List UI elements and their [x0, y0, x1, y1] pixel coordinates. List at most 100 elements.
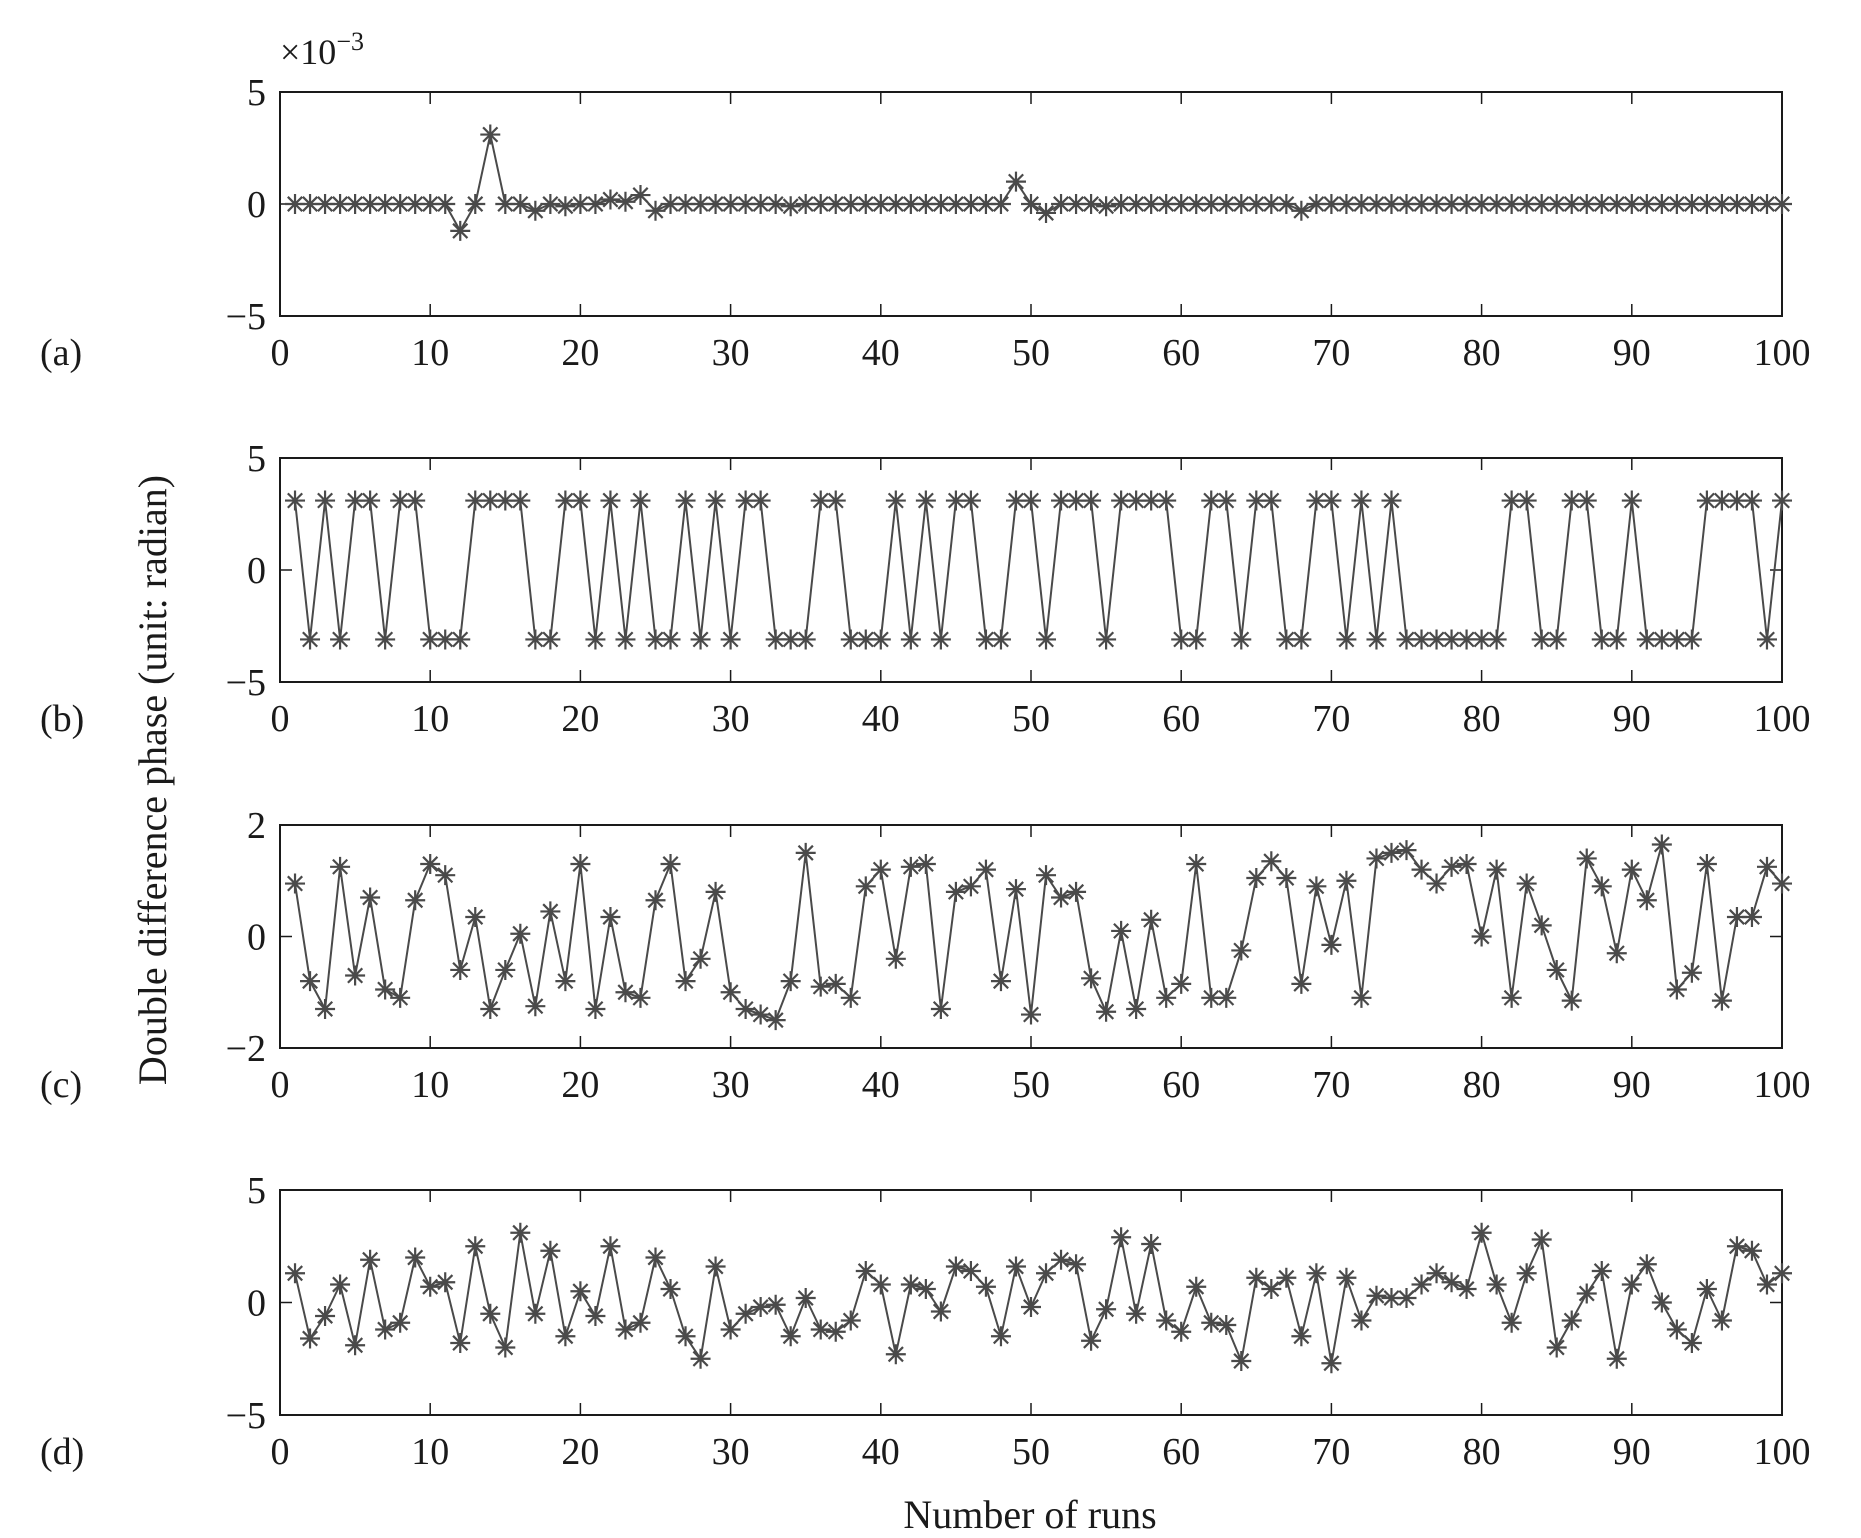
data-point [600, 1236, 621, 1257]
data-point [480, 490, 501, 511]
y-tick-label: −5 [226, 1395, 266, 1437]
data-point [555, 196, 576, 217]
data-point [1621, 859, 1642, 880]
data-point [1591, 629, 1612, 650]
data-point [1606, 1348, 1627, 1369]
data-point [1126, 490, 1147, 511]
data-point [1186, 194, 1207, 214]
data-point [1441, 194, 1462, 214]
data-point [1186, 629, 1207, 650]
data-point [495, 1337, 516, 1358]
data-point [1351, 194, 1372, 214]
data-point [630, 490, 651, 511]
data-point [1366, 848, 1387, 869]
data-point [825, 1321, 846, 1342]
data-point [1276, 194, 1297, 214]
x-tick-label: 80 [1463, 1064, 1501, 1106]
data-point [1171, 1321, 1192, 1342]
data-point [405, 890, 426, 911]
data-point [1681, 962, 1702, 983]
data-point [915, 194, 936, 214]
data-point [1726, 490, 1747, 511]
y-axis-label: Double difference phase (unit: radian) [130, 475, 175, 1085]
data-point [720, 982, 741, 1003]
data-point [450, 959, 471, 980]
data-point [1276, 867, 1297, 888]
data-point [1411, 629, 1432, 650]
data-point [420, 194, 441, 214]
data-point [825, 973, 846, 994]
data-point [1411, 194, 1432, 214]
data-point [600, 189, 621, 210]
data-point [1426, 194, 1447, 214]
data-point [570, 1281, 591, 1302]
series-line [295, 133, 1782, 232]
data-point [825, 194, 846, 214]
y-tick-label: −5 [226, 296, 266, 338]
data-point [300, 629, 321, 650]
data-point [855, 1261, 876, 1281]
data-point [1456, 629, 1477, 650]
data-point [900, 856, 921, 877]
data-point [1441, 856, 1462, 877]
data-point [1216, 987, 1237, 1008]
data-point [480, 124, 501, 145]
data-point [1291, 200, 1312, 221]
data-point [1096, 629, 1117, 650]
data-point [975, 859, 996, 880]
data-point [1576, 1283, 1597, 1304]
data-point [360, 1249, 381, 1270]
data-point [615, 629, 636, 650]
data-point [1201, 987, 1222, 1008]
data-point [990, 629, 1011, 650]
data-point [660, 194, 681, 214]
data-point [1621, 194, 1642, 214]
data-point [1351, 987, 1372, 1008]
data-point [930, 1301, 951, 1322]
data-point [975, 1276, 996, 1297]
data-point [570, 854, 591, 875]
data-point [1741, 1240, 1762, 1261]
data-point [1486, 1274, 1507, 1295]
data-point [1276, 629, 1297, 650]
data-point [1471, 629, 1492, 650]
data-point [525, 200, 546, 221]
data-point [585, 629, 606, 650]
data-point [1486, 194, 1507, 214]
data-point [1531, 194, 1552, 214]
data-point [1576, 848, 1597, 869]
data-point [405, 490, 426, 511]
data-point [1531, 629, 1552, 650]
data-point [1591, 876, 1612, 897]
data-point [1276, 1267, 1297, 1288]
data-point [300, 1328, 321, 1349]
data-point [675, 1326, 696, 1347]
data-point [720, 194, 741, 214]
data-point [1051, 194, 1072, 214]
data-point [1246, 1267, 1267, 1288]
data-point [1681, 194, 1702, 214]
data-point [1576, 490, 1597, 511]
data-point [1246, 194, 1267, 214]
data-point [1186, 1276, 1207, 1297]
data-point [525, 1303, 546, 1324]
data-point [1756, 1274, 1777, 1295]
data-point [570, 194, 591, 214]
data-point [1546, 194, 1567, 214]
data-point [450, 220, 471, 241]
data-point [825, 490, 846, 511]
x-tick-label: 100 [1754, 332, 1811, 374]
data-point [870, 1274, 891, 1295]
data-point [1636, 629, 1657, 650]
data-point [1426, 873, 1447, 894]
data-point [1126, 998, 1147, 1019]
data-point [1081, 968, 1102, 989]
data-point [1111, 1227, 1132, 1248]
data-point [690, 948, 711, 969]
data-point [705, 490, 726, 511]
data-point [975, 629, 996, 650]
data-point [1096, 1001, 1117, 1022]
data-point [765, 194, 786, 214]
